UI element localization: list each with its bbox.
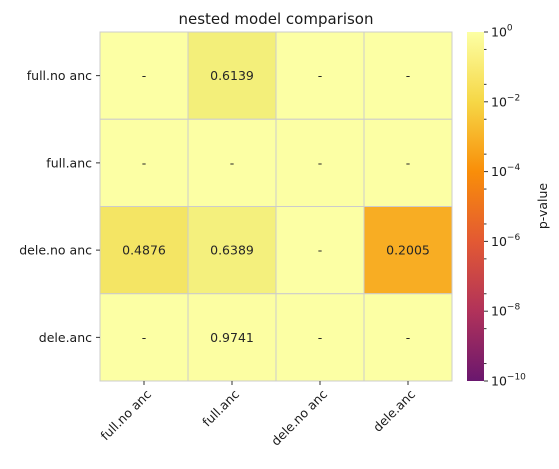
heatmap-cell bbox=[187, 206, 277, 295]
column-tick-label: full.anc bbox=[199, 386, 242, 429]
heatmap-cell bbox=[275, 31, 365, 120]
heatmap-cell bbox=[275, 293, 365, 382]
colorbar-tick-label: 100 bbox=[491, 24, 513, 40]
row-tick-label: dele.anc bbox=[39, 330, 92, 345]
colorbar-tick-label: 10−10 bbox=[491, 373, 526, 389]
colorbar-tick-label: 10−4 bbox=[491, 163, 520, 179]
cell-value-label: - bbox=[406, 155, 411, 170]
column-tick-label: full.no anc bbox=[97, 386, 154, 443]
column-tick-labels: full.no anc full.anc dele.no anc dele.anc bbox=[97, 381, 418, 449]
heatmap-cell bbox=[99, 293, 189, 382]
cell-value-label: 0.4876 bbox=[122, 243, 166, 258]
heatmap-cell bbox=[99, 31, 189, 120]
cell-value-label: - bbox=[230, 155, 235, 170]
colorbar-tick-label: 10−2 bbox=[491, 93, 520, 109]
colorbar-gradient bbox=[467, 32, 484, 381]
cell-value-label: 0.9741 bbox=[210, 330, 254, 345]
heatmap-cell bbox=[99, 118, 189, 207]
cell-value-label: - bbox=[318, 155, 323, 170]
heatmap-cell bbox=[187, 293, 277, 382]
cell-value-label: 0.6389 bbox=[210, 243, 254, 258]
row-tick-labels: full.no anc full.anc dele.no anc dele.anc bbox=[19, 68, 100, 345]
heatmap-cell bbox=[363, 31, 453, 120]
heatmap-cells: - 0.6139 - - - - - - 0.4876 0.6389 - 0.2005 - 0.9741 -… bbox=[99, 31, 453, 382]
cell-value-label: - bbox=[142, 155, 147, 170]
heatmap-cell bbox=[363, 293, 453, 382]
cell-value-label: - bbox=[318, 330, 323, 345]
colorbar: 100 10−2 10−4 10−6 10−8 10−10 bbox=[467, 24, 526, 389]
row-tick-label: full.no anc bbox=[27, 68, 92, 83]
column-tick-label: dele.anc bbox=[370, 386, 418, 434]
cell-value-label: 0.2005 bbox=[386, 243, 430, 258]
colorbar-label: p-value bbox=[535, 183, 550, 230]
cell-value-label: - bbox=[142, 330, 147, 345]
cell-value-label: - bbox=[318, 68, 323, 83]
colorbar-tick-label: 10−6 bbox=[491, 233, 520, 249]
heatmap-cell bbox=[363, 118, 453, 207]
row-tick-label: dele.no anc bbox=[19, 243, 92, 258]
heatmap-cell bbox=[187, 31, 277, 120]
cell-value-label: - bbox=[142, 68, 147, 83]
chart-title: nested model comparison bbox=[178, 10, 373, 28]
cell-value-label: - bbox=[406, 330, 411, 345]
cell-value-label: 0.6139 bbox=[210, 68, 254, 83]
heatmap-cell bbox=[363, 206, 453, 295]
heatmap-cell bbox=[187, 118, 277, 207]
row-tick-label: full.anc bbox=[46, 155, 92, 170]
column-tick-label: dele.no anc bbox=[268, 386, 330, 448]
cell-value-label: - bbox=[318, 243, 323, 258]
cell-value-label: - bbox=[406, 68, 411, 83]
colorbar-tick-label: 10−8 bbox=[491, 303, 520, 319]
